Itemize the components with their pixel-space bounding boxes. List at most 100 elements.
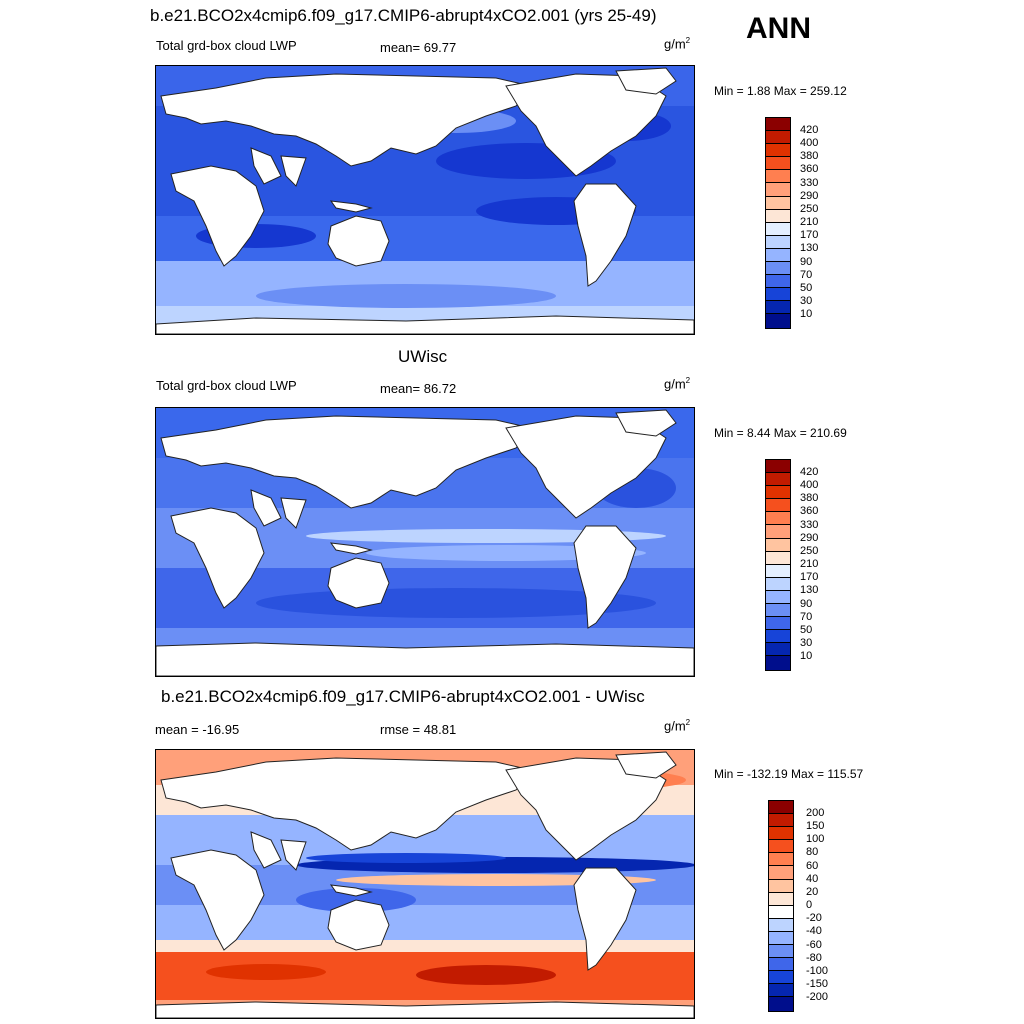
colorbar-tick-label: 10 (800, 650, 813, 662)
panel1-variable: Total grd-box cloud LWP (156, 38, 297, 53)
colorbar-tick-label: 60 (806, 860, 819, 872)
colorbar-swatch (769, 879, 793, 893)
colorbar-swatch (769, 931, 793, 946)
colorbar-swatch (769, 840, 793, 854)
colorbar-tick-label: 400 (800, 137, 819, 149)
colorbar-tick-label: 0 (806, 899, 813, 911)
colorbar-tick-label: 30 (800, 637, 813, 649)
colorbar-tick-label: 90 (800, 256, 813, 268)
colorbar-swatch (766, 275, 790, 289)
colorbar-swatch (769, 997, 793, 1011)
colorbar-swatch (766, 486, 790, 500)
colorbar-tick-label: -200 (806, 991, 829, 1003)
colorbar-tick-label: 70 (800, 269, 813, 281)
colorbar-tick-label: 420 (800, 466, 819, 478)
colorbar-swatch (766, 118, 790, 132)
colorbar-swatch (769, 801, 793, 815)
panel3-title: b.e21.BCO2x4cmip6.f09_g17.CMIP6-abrupt4x… (161, 687, 645, 706)
panel1-mean: mean= 69.77 (380, 40, 457, 55)
colorbar-tick-label: 30 (800, 295, 813, 307)
colorbar-swatch (766, 209, 790, 223)
colorbar-tick-label: 50 (800, 624, 813, 636)
panel1-colorbar (765, 117, 791, 329)
panel2-title: UWisc (398, 347, 448, 366)
panel2-map (155, 407, 695, 677)
colorbar-swatch (769, 958, 793, 972)
panel3-units: g/m2 (664, 718, 691, 734)
colorbar-tick-label: 70 (800, 611, 813, 623)
panel1-units: g/m2 (664, 36, 691, 52)
colorbar-swatch (766, 577, 790, 591)
colorbar-swatch (769, 892, 793, 906)
colorbar-swatch (766, 499, 790, 513)
colorbar-swatch (766, 262, 790, 276)
panel3-map (155, 749, 695, 1019)
colorbar-tick-label: 210 (800, 558, 819, 570)
colorbar-swatch (766, 564, 790, 578)
panel1-map (155, 65, 695, 335)
colorbar-tick-label: -20 (806, 912, 822, 924)
colorbar-tick-label: 420 (800, 124, 819, 136)
colorbar-tick-label: 200 (806, 807, 825, 819)
colorbar-tick-label: 400 (800, 479, 819, 491)
panel1-title: b.e21.BCO2x4cmip6.f09_g17.CMIP6-abrupt4x… (150, 6, 657, 25)
colorbar-tick-label: -60 (806, 939, 822, 951)
colorbar-tick-label: 360 (800, 163, 819, 175)
colorbar-swatch (769, 905, 793, 919)
colorbar-swatch (766, 222, 790, 236)
colorbar-swatch (766, 314, 790, 328)
colorbar-tick-label: 380 (800, 150, 819, 162)
colorbar-swatch (769, 814, 793, 828)
colorbar-tick-label: 170 (800, 229, 819, 241)
colorbar-swatch (766, 617, 790, 631)
colorbar-tick-label: -150 (806, 978, 829, 990)
colorbar-tick-label: 150 (806, 820, 825, 832)
colorbar-swatch (766, 196, 790, 210)
colorbar-tick-label: 90 (800, 598, 813, 610)
colorbar-tick-label: 330 (800, 519, 819, 531)
colorbar-tick-label: 380 (800, 492, 819, 504)
colorbar-tick-label: 10 (800, 308, 813, 320)
colorbar-tick-label: 290 (800, 190, 819, 202)
colorbar-tick-label: 100 (806, 833, 825, 845)
colorbar-swatch (769, 853, 793, 867)
colorbar-swatch (769, 866, 793, 880)
colorbar-tick-label: 250 (800, 545, 819, 557)
panel2-mean: mean= 86.72 (380, 381, 457, 396)
colorbar-tick-label: -80 (806, 952, 822, 964)
panel3-minmax: Min = -132.19 Max = 115.57 (714, 767, 864, 781)
panel2-colorbar (765, 459, 791, 671)
colorbar-swatch (766, 131, 790, 145)
panel2-variable: Total grd-box cloud LWP (156, 378, 297, 393)
colorbar-swatch (769, 971, 793, 985)
panel2-units: g/m2 (664, 376, 691, 392)
colorbar-tick-label: 290 (800, 532, 819, 544)
colorbar-swatch (769, 984, 793, 998)
colorbar-swatch (766, 248, 790, 263)
colorbar-swatch (766, 473, 790, 487)
colorbar-swatch (766, 460, 790, 474)
panel1-minmax: Min = 1.88 Max = 259.12 (714, 84, 847, 98)
colorbar-swatch (766, 170, 790, 184)
colorbar-tick-label: 330 (800, 177, 819, 189)
colorbar-swatch (766, 630, 790, 644)
colorbar-tick-label: 40 (806, 873, 819, 885)
colorbar-swatch (766, 157, 790, 171)
colorbar-tick-label: -40 (806, 925, 822, 937)
colorbar-swatch (766, 235, 790, 249)
colorbar-swatch (766, 551, 790, 565)
colorbar-tick-label: 50 (800, 282, 813, 294)
colorbar-tick-label: 360 (800, 505, 819, 517)
colorbar-swatch (769, 827, 793, 841)
panel3-colorbar (768, 800, 794, 1012)
colorbar-tick-label: 80 (806, 846, 819, 858)
colorbar-tick-label: 250 (800, 203, 819, 215)
colorbar-swatch (769, 918, 793, 932)
colorbar-swatch (766, 512, 790, 526)
colorbar-swatch (766, 288, 790, 302)
colorbar-swatch (766, 590, 790, 605)
colorbar-tick-label: 20 (806, 886, 819, 898)
colorbar-tick-label: 170 (800, 571, 819, 583)
colorbar-swatch (766, 301, 790, 315)
colorbar-tick-label: 210 (800, 216, 819, 228)
